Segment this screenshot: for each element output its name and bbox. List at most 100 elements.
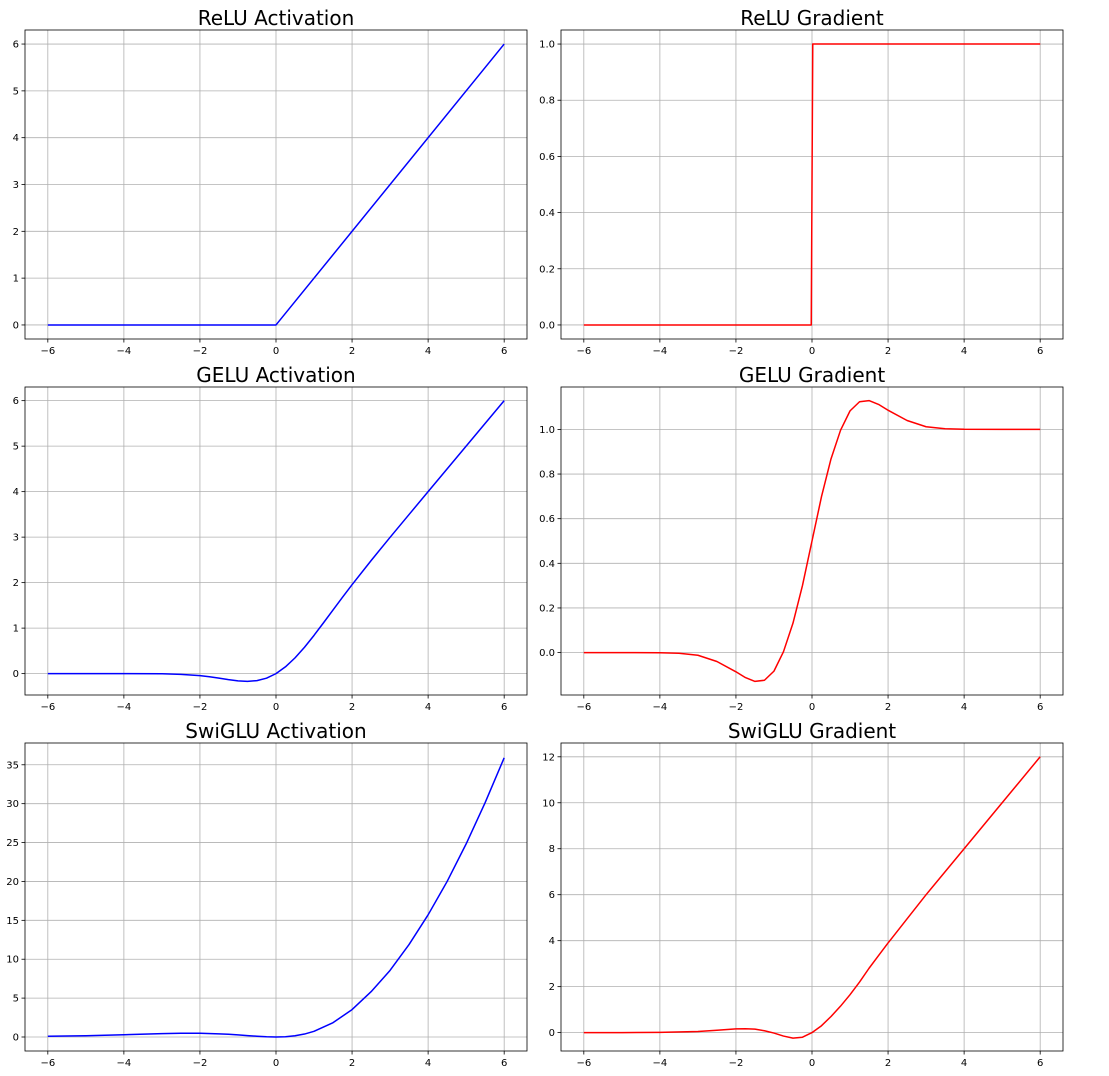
swiglu-gradient-ytick-label-6: 12 (542, 752, 555, 763)
swiglu-gradient-title: SwiGLU Gradient (728, 719, 896, 743)
swiglu-gradient-ytick-label-2: 4 (549, 936, 555, 947)
relu-activation-panel: −6 −4 −2 0 2 4 6 0 1 2 3 4 5 6 ReLU Activation (13, 6, 528, 357)
gelu-activation-ytick-label-1: 1 (13, 624, 19, 635)
gelu-gradient-ytick-label-5: 1.0 (539, 425, 555, 436)
swiglu-gradient-xtick-label-6: 6 (1037, 1058, 1043, 1069)
gelu-gradient-xtick-label-0: −6 (576, 702, 591, 713)
gelu-gradient-panel: −6 −4 −2 0 2 4 6 0.0 0.2 0.4 0.6 0.8 1.0 GELU Gradien… (539, 363, 1064, 713)
swiglu-activation-xtick-label-3: 0 (273, 1058, 279, 1069)
gelu-activation-ytick-label-0: 0 (13, 669, 19, 680)
gelu-gradient-xtick-label-6: 6 (1037, 702, 1043, 713)
relu-activation-ytick-label-5: 5 (13, 86, 19, 97)
swiglu-gradient-ytick-label-0: 0 (549, 1028, 555, 1039)
swiglu-gradient-xtick-label-4: 2 (885, 1058, 891, 1069)
relu-gradient-ytick-label-3: 0.6 (539, 152, 555, 163)
relu-gradient-ytick-label-2: 0.4 (539, 208, 555, 219)
relu-gradient-xtick-label-5: 4 (961, 346, 967, 357)
relu-gradient-panel: −6 −4 −2 0 2 4 6 0.0 0.2 0.4 0.6 0.8 1.0 ReLU Gradien… (539, 6, 1064, 357)
swiglu-activation-xtick-label-5: 4 (425, 1058, 431, 1069)
gelu-activation-series-line-0 (47, 400, 505, 683)
relu-gradient-xtick-label-0: −6 (576, 346, 591, 357)
relu-activation-xtick-label-6: 6 (501, 346, 507, 357)
relu-activation-ytick-label-4: 4 (13, 133, 19, 144)
gelu-activation-xtick-label-6: 6 (501, 702, 507, 713)
swiglu-gradient-series-line-0 (583, 756, 1041, 1039)
gelu-activation-ytick-label-6: 6 (13, 396, 19, 407)
gelu-activation-xtick-label-5: 4 (425, 702, 431, 713)
swiglu-activation-ytick-label-5: 25 (6, 838, 19, 849)
swiglu-gradient-ytick-label-5: 10 (542, 798, 555, 809)
swiglu-activation-ytick-label-4: 20 (6, 877, 19, 888)
relu-activation-xtick-label-4: 2 (349, 346, 355, 357)
swiglu-activation-xtick-label-2: −2 (193, 1058, 208, 1069)
swiglu-activation-ytick-label-0: 0 (13, 1033, 19, 1044)
gelu-gradient-ytick-label-4: 0.8 (539, 470, 555, 481)
swiglu-activation-panel: −6 −4 −2 0 2 4 6 0 5 10 15 20 25 30 35 SwiGLU Activatio… (6, 719, 528, 1069)
gelu-gradient-xtick-label-1: −4 (653, 702, 668, 713)
relu-activation-title: ReLU Activation (198, 6, 355, 30)
swiglu-gradient-xtick-label-5: 4 (961, 1058, 967, 1069)
gelu-gradient-xtick-label-2: −2 (729, 702, 744, 713)
swiglu-gradient-xtick-label-1: −4 (653, 1058, 668, 1069)
swiglu-activation-title: SwiGLU Activation (185, 719, 366, 743)
gelu-activation-xtick-label-3: 0 (273, 702, 279, 713)
swiglu-activation-xtick-label-6: 6 (501, 1058, 507, 1069)
relu-gradient-xtick-label-2: −2 (729, 346, 744, 357)
relu-activation-xtick-label-2: −2 (193, 346, 208, 357)
gelu-activation-xtick-label-2: −2 (193, 702, 208, 713)
gelu-gradient-xtick-label-5: 4 (961, 702, 967, 713)
relu-gradient-xtick-label-3: 0 (809, 346, 815, 357)
relu-activation-ytick-label-2: 2 (13, 227, 19, 238)
gelu-activation-ytick-label-5: 5 (13, 442, 19, 453)
relu-activation-ytick-label-6: 6 (13, 40, 19, 51)
swiglu-gradient-ytick-label-4: 8 (549, 844, 555, 855)
gelu-activation-xtick-label-1: −4 (117, 702, 132, 713)
swiglu-gradient-xtick-label-0: −6 (576, 1058, 591, 1069)
relu-gradient-title: ReLU Gradient (740, 6, 884, 30)
gelu-gradient-ytick-label-2: 0.4 (539, 559, 555, 570)
swiglu-gradient-panel: −6 −4 −2 0 2 4 6 0 2 4 6 8 10 12 SwiGLU Gradient (542, 719, 1064, 1069)
gelu-gradient-ytick-label-1: 0.2 (539, 603, 555, 614)
swiglu-gradient-ytick-label-3: 6 (549, 890, 555, 901)
relu-gradient-ytick-label-4: 0.8 (539, 96, 555, 107)
relu-gradient-xtick-label-1: −4 (653, 346, 668, 357)
gelu-activation-title: GELU Activation (196, 363, 355, 387)
swiglu-activation-ytick-label-3: 15 (6, 916, 19, 927)
relu-gradient-ytick-label-1: 0.2 (539, 264, 555, 275)
gelu-activation-ytick-label-4: 4 (13, 487, 19, 498)
swiglu-activation-xtick-label-0: −6 (40, 1058, 55, 1069)
relu-gradient-xtick-label-6: 6 (1037, 346, 1043, 357)
gelu-gradient-xtick-label-3: 0 (809, 702, 815, 713)
gelu-gradient-xtick-label-4: 2 (885, 702, 891, 713)
swiglu-activation-xtick-label-4: 2 (349, 1058, 355, 1069)
swiglu-activation-ytick-label-6: 30 (6, 799, 19, 810)
gelu-gradient-ytick-label-0: 0.0 (539, 648, 555, 659)
relu-gradient-ytick-label-0: 0.0 (539, 320, 555, 331)
swiglu-activation-ytick-label-2: 10 (6, 955, 19, 966)
swiglu-activation-ytick-label-1: 5 (13, 994, 19, 1005)
relu-gradient-xtick-label-4: 2 (885, 346, 891, 357)
gelu-activation-ytick-label-2: 2 (13, 578, 19, 589)
relu-activation-ytick-label-0: 0 (13, 320, 19, 331)
gelu-activation-panel: −6 −4 −2 0 2 4 6 0 1 2 3 4 5 6 GELU Activation (13, 363, 528, 713)
gelu-gradient-title: GELU Gradient (739, 363, 885, 387)
swiglu-gradient-xtick-label-2: −2 (729, 1058, 744, 1069)
gelu-gradient-ytick-label-3: 0.6 (539, 514, 555, 525)
swiglu-activation-xtick-label-1: −4 (117, 1058, 132, 1069)
relu-activation-series-line-0 (47, 43, 505, 326)
relu-activation-ytick-label-1: 1 (13, 274, 19, 285)
gelu-gradient-series-line-0 (583, 399, 1041, 683)
swiglu-gradient-xtick-label-3: 0 (809, 1058, 815, 1069)
swiglu-gradient-ytick-label-1: 2 (549, 982, 555, 993)
relu-activation-xtick-label-1: −4 (117, 346, 132, 357)
relu-activation-xtick-label-5: 4 (425, 346, 431, 357)
relu-activation-xtick-label-0: −6 (40, 346, 55, 357)
swiglu-activation-ytick-label-7: 35 (6, 760, 19, 771)
gelu-activation-ytick-label-3: 3 (13, 533, 19, 544)
relu-activation-xtick-label-3: 0 (273, 346, 279, 357)
relu-activation-ytick-label-3: 3 (13, 180, 19, 191)
relu-gradient-series-line-0 (583, 43, 1041, 326)
relu-gradient-ytick-label-5: 1.0 (539, 40, 555, 51)
gelu-activation-xtick-label-4: 2 (349, 702, 355, 713)
